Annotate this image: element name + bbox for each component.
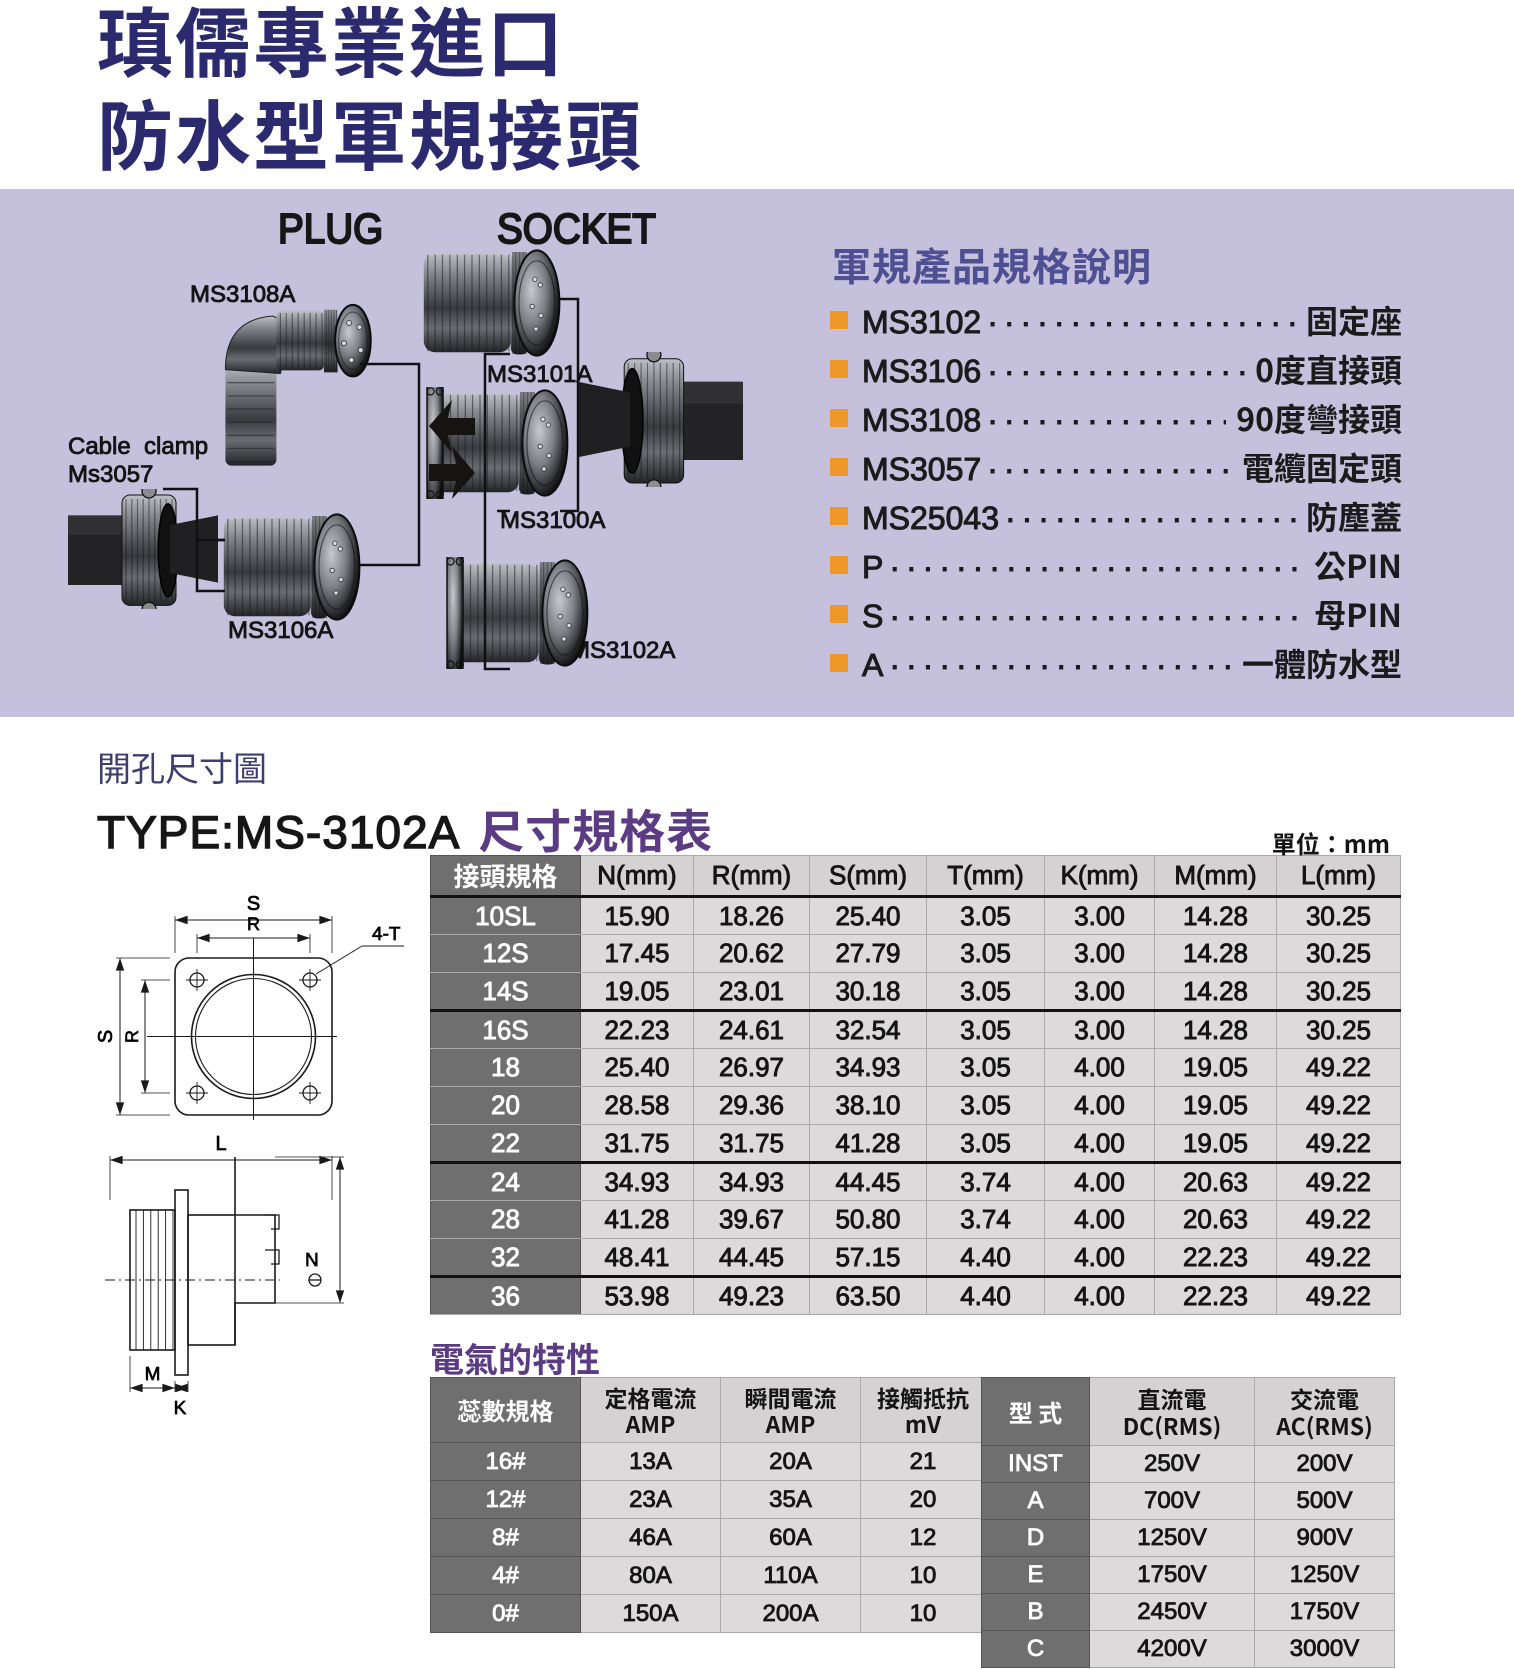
svg-text:K: K	[174, 1398, 188, 1419]
svg-text:4-T: 4-T	[372, 924, 401, 945]
svg-text:S: S	[247, 893, 260, 915]
svg-text:N: N	[305, 1250, 319, 1271]
svg-text:R: R	[122, 1030, 142, 1043]
svg-text:S: S	[95, 1030, 117, 1043]
svg-text:L: L	[215, 1133, 226, 1155]
svg-text:R: R	[247, 914, 260, 934]
svg-text:M: M	[145, 1364, 161, 1385]
